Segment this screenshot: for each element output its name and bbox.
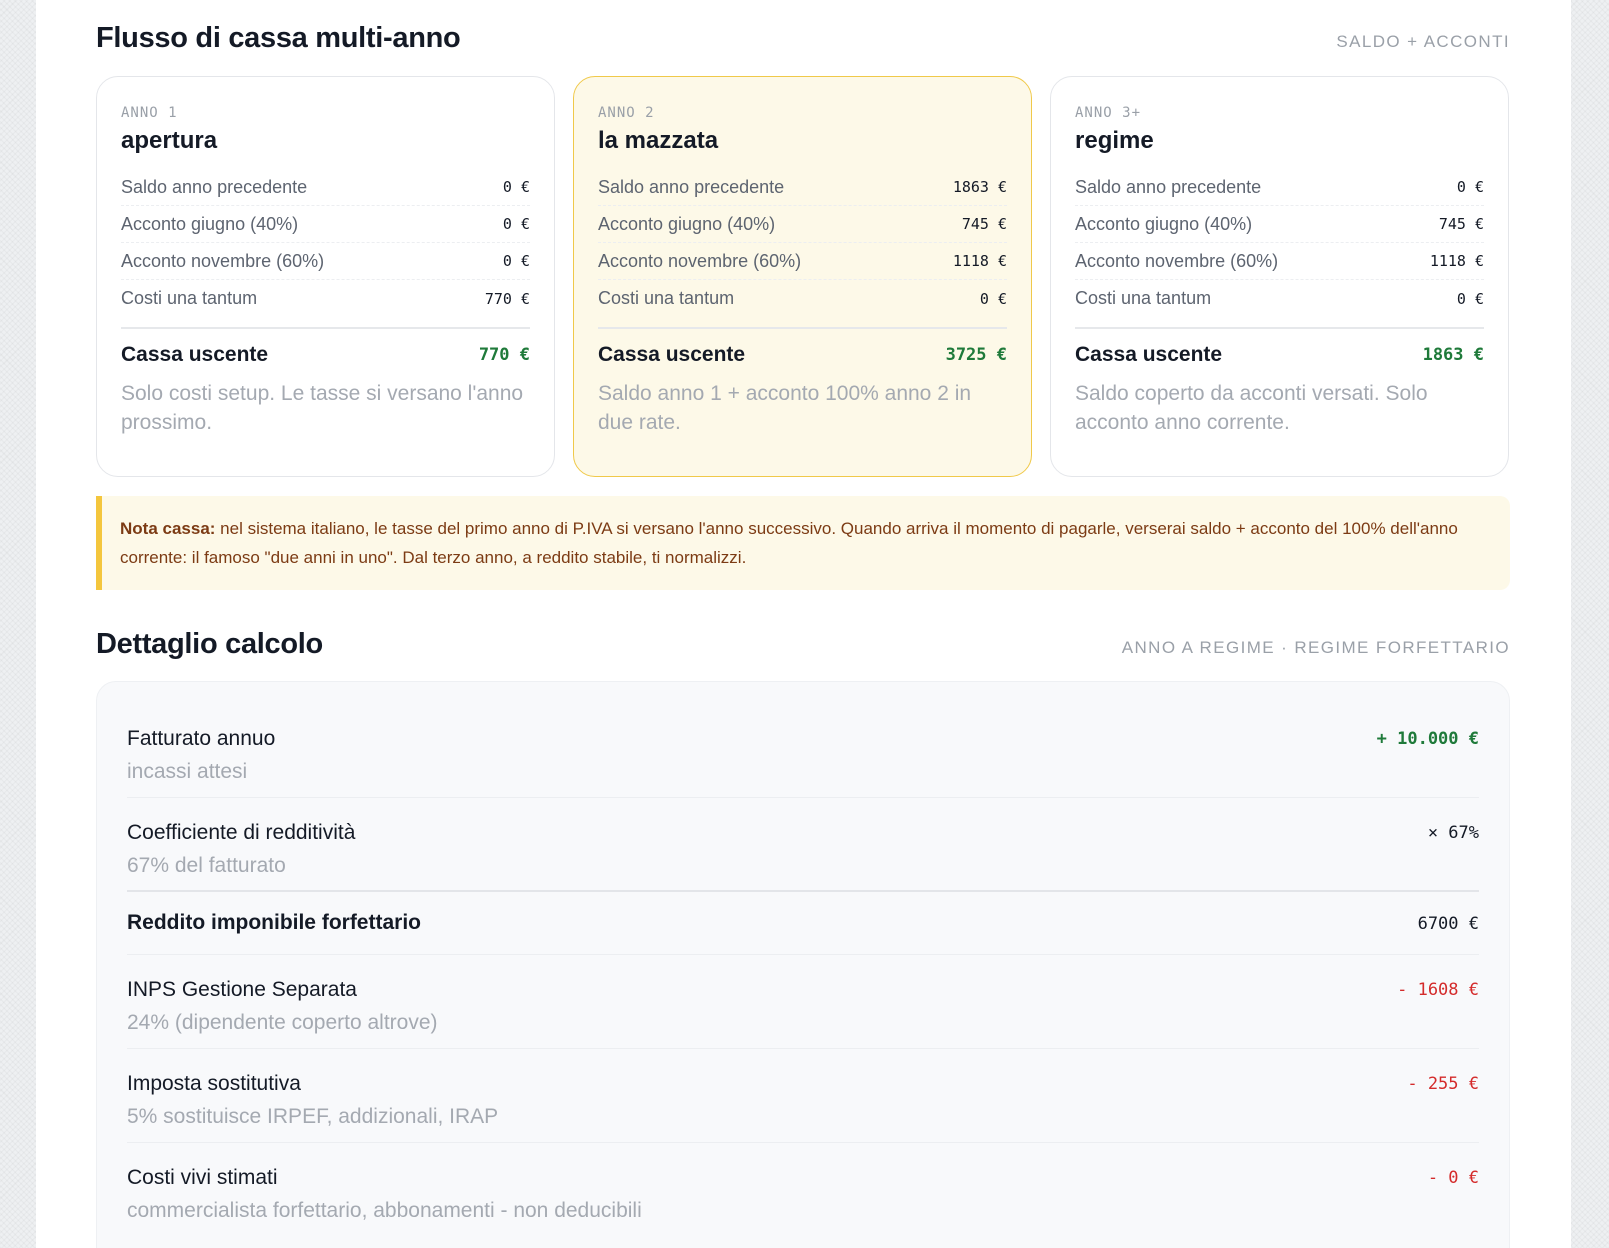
calc-value: - 1608 € xyxy=(1397,980,1479,1000)
calc-label: Reddito imponibile forfettario xyxy=(127,911,421,934)
card-rows: Saldo anno precedente 0 € Acconto giugno … xyxy=(1075,169,1484,317)
detail-tag: ANNO A REGIME · REGIME FORFETTARIO xyxy=(1121,638,1510,657)
calc-row-costs: Costi vivi stimati commercialista forfett… xyxy=(127,1143,1479,1237)
year-card-1: ANNO 1 apertura Saldo anno precedente 0 €… xyxy=(96,76,555,477)
card-total: Cassa uscente 770 € xyxy=(121,327,530,367)
cashflow-header: Flusso di cassa multi-anno SALDO + ACCON… xyxy=(96,22,1510,55)
card-row: Costi una tantum 0 € xyxy=(598,280,1007,317)
card-row: Saldo anno precedente 0 € xyxy=(121,169,530,206)
calc-value: 6700 € xyxy=(1417,914,1479,934)
total-label: Cassa uscente xyxy=(1075,343,1223,366)
row-value: 1118 € xyxy=(952,252,1007,270)
total-label: Cassa uscente xyxy=(598,343,746,366)
detail-title: Dettaglio calcolo xyxy=(96,628,323,660)
row-value: 0 € xyxy=(502,215,530,233)
row-label: Acconto novembre (60%) xyxy=(121,250,325,271)
calc-sublabel: commercialista forfettario, abbonamenti … xyxy=(127,1199,642,1222)
total-label: Cassa uscente xyxy=(121,343,269,366)
year-cards: ANNO 1 apertura Saldo anno precedente 0 €… xyxy=(96,76,1510,477)
row-label: Saldo anno precedente xyxy=(598,176,785,197)
page-panel: Flusso di cassa multi-anno SALDO + ACCON… xyxy=(36,0,1571,1248)
calc-row-substitute-tax: Imposta sostitutiva 5% sostituisce IRPEF,… xyxy=(127,1049,1479,1143)
card-row: Acconto giugno (40%) 0 € xyxy=(121,206,530,243)
card-total: Cassa uscente 1863 € xyxy=(1075,327,1484,367)
calc-row-inps: INPS Gestione Separata 24% (dipendente co… xyxy=(127,955,1479,1049)
card-note: Saldo anno 1 + acconto 100% anno 2 in du… xyxy=(598,382,972,434)
detail-header: Dettaglio calcolo ANNO A REGIME · REGIME… xyxy=(96,628,1510,661)
card-row: Acconto giugno (40%) 745 € xyxy=(1075,206,1484,243)
card-eyebrow: ANNO 1 xyxy=(121,105,178,121)
row-label: Saldo anno precedente xyxy=(1075,176,1262,197)
row-value: 0 € xyxy=(979,289,1007,308)
row-value: 0 € xyxy=(1456,178,1484,196)
total-value: 3725 € xyxy=(945,345,1007,365)
row-label: Saldo anno precedente xyxy=(121,176,308,197)
card-row: Acconto novembre (60%) 1118 € xyxy=(598,243,1007,280)
row-value: 745 € xyxy=(961,215,1007,233)
row-label: Acconto novembre (60%) xyxy=(1075,250,1279,271)
calc-label: Coefficiente di redditività xyxy=(127,821,356,844)
year-card-3: ANNO 3+ regime Saldo anno precedente 0 € … xyxy=(1050,76,1509,477)
card-note: Saldo coperto da acconti versati. Solo a… xyxy=(1075,382,1428,434)
card-title: apertura xyxy=(121,127,218,154)
calc-value: × 67% xyxy=(1427,823,1479,843)
row-label: Acconto novembre (60%) xyxy=(598,250,802,271)
row-value: 1863 € xyxy=(952,178,1007,196)
total-value: 1863 € xyxy=(1422,345,1484,365)
calc-sublabel: 24% (dipendente coperto altrove) xyxy=(127,1011,438,1034)
cashflow-tag: SALDO + ACCONTI xyxy=(1336,32,1510,51)
calc-row-revenue: Fatturato annuo incassi attesi + 10.000 € xyxy=(127,704,1479,798)
calc-sublabel: 5% sostituisce IRPEF, addizionali, IRAP xyxy=(127,1105,499,1128)
card-row: Acconto giugno (40%) 745 € xyxy=(598,206,1007,243)
calculation-panel: Fatturato annuo incassi attesi + 10.000 €… xyxy=(96,681,1510,1248)
card-rows: Saldo anno precedente 1863 € Acconto giug… xyxy=(598,169,1007,317)
total-value: 770 € xyxy=(478,345,530,365)
card-total: Cassa uscente 3725 € xyxy=(598,327,1007,367)
card-rows: Saldo anno precedente 0 € Acconto giugno … xyxy=(121,169,530,317)
row-value: 0 € xyxy=(1456,289,1484,308)
card-row: Acconto novembre (60%) 1118 € xyxy=(1075,243,1484,280)
calc-label: Costi vivi stimati xyxy=(127,1166,278,1189)
row-label: Costi una tantum xyxy=(598,288,735,308)
row-value: 1118 € xyxy=(1429,252,1484,270)
row-label: Acconto giugno (40%) xyxy=(121,213,299,234)
calc-value: + 10.000 € xyxy=(1376,729,1479,749)
row-label: Acconto giugno (40%) xyxy=(598,213,776,234)
card-row: Acconto novembre (60%) 0 € xyxy=(121,243,530,280)
row-label: Costi una tantum xyxy=(121,288,258,308)
card-row: Saldo anno precedente 1863 € xyxy=(598,169,1007,206)
calc-value: - 255 € xyxy=(1407,1074,1479,1094)
row-value: 0 € xyxy=(502,252,530,270)
card-row: Costi una tantum 0 € xyxy=(1075,280,1484,317)
card-row: Saldo anno precedente 0 € xyxy=(1075,169,1484,206)
calc-row-taxable-income: Reddito imponibile forfettario 6700 € xyxy=(127,892,1479,955)
row-value: 770 € xyxy=(484,289,530,308)
calc-sublabel: incassi attesi xyxy=(127,760,248,783)
callout-lead: Nota cassa: xyxy=(120,519,216,538)
card-row: Costi una tantum 770 € xyxy=(121,280,530,317)
calc-row-coefficient: Coefficiente di redditività 67% del fattu… xyxy=(127,798,1479,892)
cashflow-title: Flusso di cassa multi-anno xyxy=(96,22,461,54)
card-eyebrow: ANNO 2 xyxy=(598,105,655,121)
row-label: Costi una tantum xyxy=(1075,288,1212,308)
calc-value: - 0 € xyxy=(1427,1168,1479,1188)
calc-label: Imposta sostitutiva xyxy=(127,1072,301,1095)
year-card-2: ANNO 2 la mazzata Saldo anno precedente 1… xyxy=(573,76,1032,477)
row-label: Acconto giugno (40%) xyxy=(1075,213,1253,234)
content: Flusso di cassa multi-anno SALDO + ACCON… xyxy=(96,0,1510,1248)
row-value: 0 € xyxy=(502,178,530,196)
card-title: la mazzata xyxy=(598,127,719,154)
cash-note-callout: Nota cassa: nel sistema italiano, le tas… xyxy=(96,496,1510,590)
row-value: 745 € xyxy=(1438,215,1484,233)
card-eyebrow: ANNO 3+ xyxy=(1075,105,1142,121)
calc-label: Fatturato annuo xyxy=(127,727,276,750)
card-note: Solo costi setup. Le tasse si versano l'… xyxy=(121,382,524,434)
card-title: regime xyxy=(1075,127,1154,154)
calc-label: INPS Gestione Separata xyxy=(127,978,357,1001)
callout-text: nel sistema italiano, le tasse del primo… xyxy=(120,519,1458,567)
calc-sublabel: 67% del fatturato xyxy=(127,854,286,877)
